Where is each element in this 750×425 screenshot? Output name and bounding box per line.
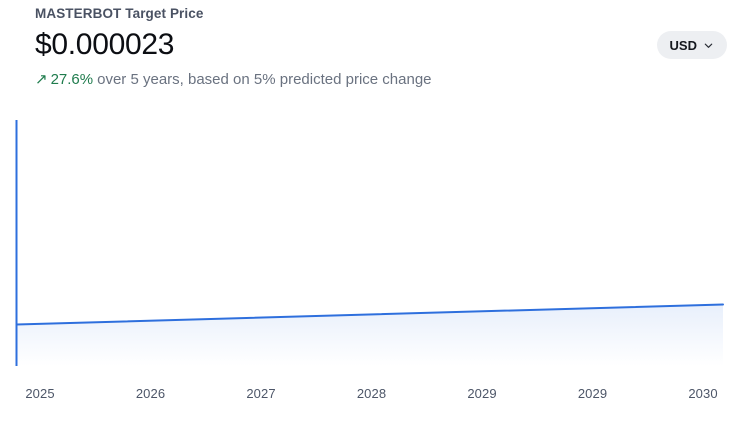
currency-selector-button[interactable]: USD (656, 31, 727, 59)
x-axis-label: 2029 (467, 386, 497, 401)
price-change-percent: 27.6% (50, 71, 94, 88)
x-axis: 2025 2026 2027 2028 2029 2029 2030 (0, 386, 750, 404)
x-axis-label: 2025 (25, 386, 55, 401)
x-axis-label: 2027 (246, 386, 276, 401)
currency-selector-label: USD (669, 37, 697, 53)
x-axis-label: 2030 (688, 386, 718, 401)
price-change-description: over 5 years, based on 5% predicted pric… (97, 71, 432, 88)
price-forecast-chart[interactable] (0, 115, 750, 375)
x-axis-label: 2029 (577, 386, 608, 401)
target-price-value: $0.000023 (35, 28, 175, 61)
price-change-summary: ↗ 27.6% over 5 years, based on 5% predic… (35, 71, 727, 88)
chevron-down-icon (703, 40, 714, 51)
trend-up-arrow-icon: ↗ (35, 71, 48, 88)
x-axis-label: 2026 (135, 386, 166, 401)
price-line (15, 303, 724, 326)
x-axis-label: 2028 (356, 386, 387, 401)
widget-header: MASTERBOT Target Price $0.000023 ↗ 27.6%… (35, 6, 727, 88)
price-change-positive: ↗ 27.6% (35, 71, 93, 88)
widget-title: MASTERBOT Target Price (35, 6, 204, 21)
